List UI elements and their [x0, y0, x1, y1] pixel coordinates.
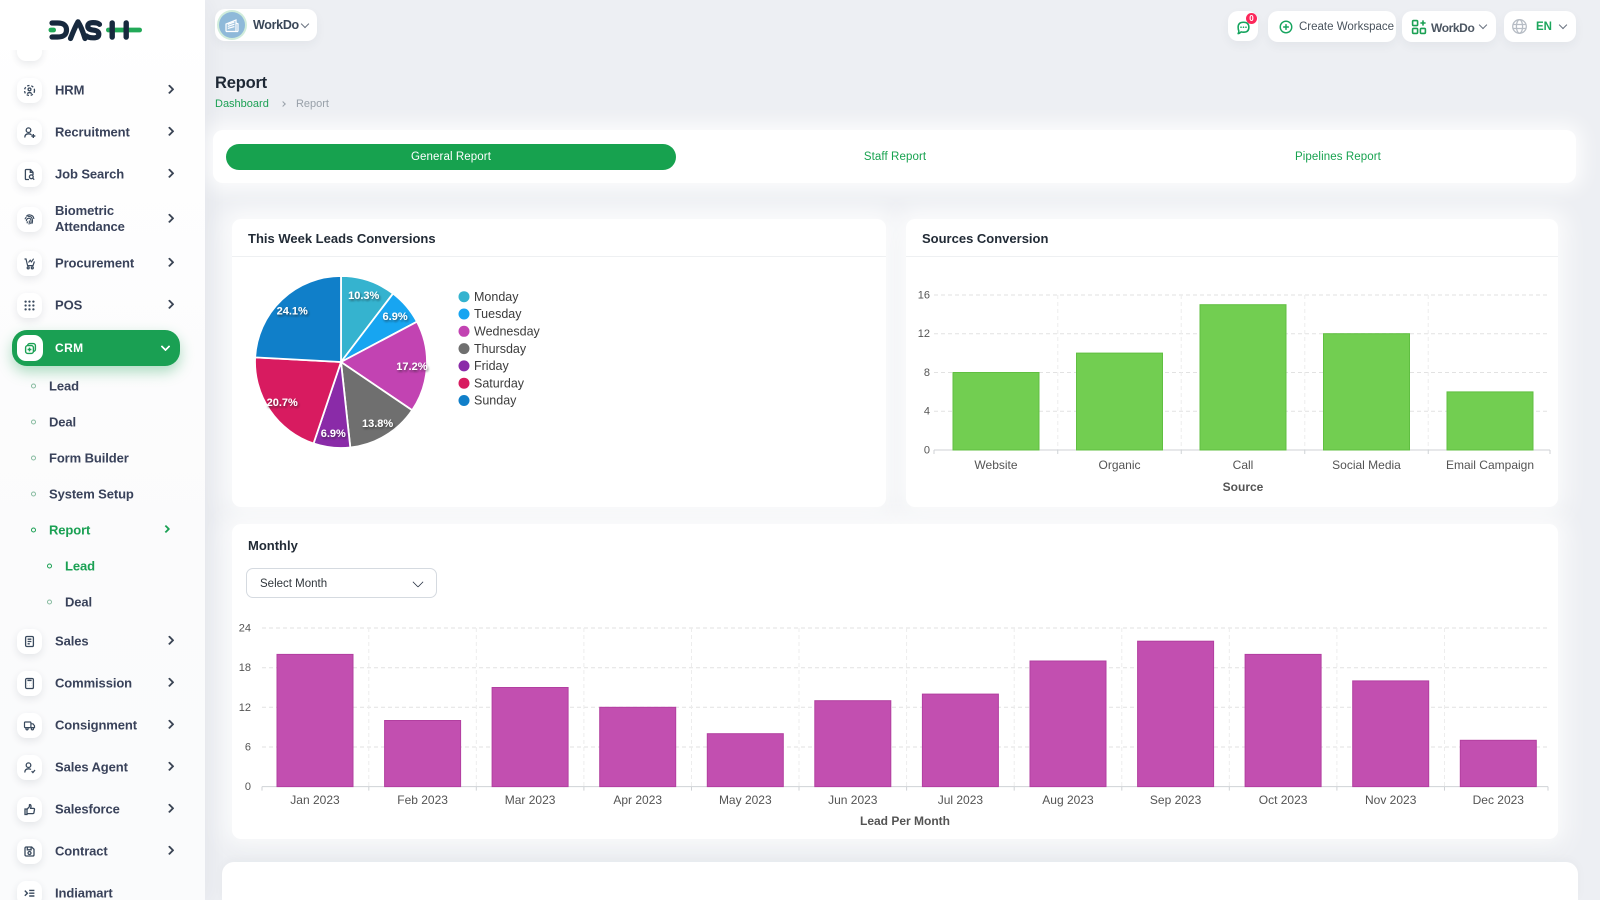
svg-text:Tuesday: Tuesday [474, 307, 522, 321]
svg-text:Lead Per Month: Lead Per Month [860, 814, 950, 828]
svg-text:24.1%: 24.1% [277, 306, 308, 318]
svg-text:6.9%: 6.9% [383, 311, 408, 323]
svg-text:Aug 2023: Aug 2023 [1042, 793, 1094, 807]
svg-text:10.3%: 10.3% [348, 290, 379, 302]
svg-text:20.7%: 20.7% [267, 397, 298, 409]
svg-text:16: 16 [918, 290, 930, 302]
svg-text:4: 4 [924, 406, 930, 418]
svg-text:Source: Source [1223, 480, 1264, 494]
svg-text:Jun 2023: Jun 2023 [828, 793, 878, 807]
svg-text:Apr 2023: Apr 2023 [613, 793, 662, 807]
svg-text:Jul 2023: Jul 2023 [938, 793, 984, 807]
svg-text:Sep 2023: Sep 2023 [1150, 793, 1202, 807]
svg-text:6.9%: 6.9% [321, 428, 346, 440]
svg-text:Dec 2023: Dec 2023 [1473, 793, 1525, 807]
svg-text:May 2023: May 2023 [719, 793, 772, 807]
svg-text:6: 6 [245, 742, 251, 754]
svg-text:0: 0 [924, 445, 930, 457]
svg-text:Social Media: Social Media [1332, 458, 1401, 472]
svg-text:Friday: Friday [474, 359, 509, 373]
svg-text:18: 18 [239, 662, 251, 674]
svg-text:Monday: Monday [474, 290, 519, 304]
svg-text:Oct 2023: Oct 2023 [1259, 793, 1308, 807]
svg-text:Call: Call [1233, 458, 1254, 472]
svg-text:24: 24 [239, 623, 251, 635]
svg-text:Organic: Organic [1098, 458, 1140, 472]
svg-text:13.8%: 13.8% [362, 418, 393, 430]
svg-text:12: 12 [918, 328, 930, 340]
svg-text:Nov 2023: Nov 2023 [1365, 793, 1417, 807]
svg-text:Mar 2023: Mar 2023 [505, 793, 556, 807]
svg-text:Sunday: Sunday [474, 394, 517, 408]
svg-text:Thursday: Thursday [474, 342, 527, 356]
svg-text:Jan 2023: Jan 2023 [290, 793, 340, 807]
svg-text:Feb 2023: Feb 2023 [397, 793, 448, 807]
svg-text:12: 12 [239, 702, 251, 714]
svg-text:Email Campaign: Email Campaign [1446, 458, 1534, 472]
svg-text:17.2%: 17.2% [396, 361, 427, 373]
svg-text:Saturday: Saturday [474, 376, 525, 390]
svg-text:Wednesday: Wednesday [474, 325, 541, 339]
svg-text:8: 8 [924, 367, 930, 379]
svg-text:Website: Website [974, 458, 1017, 472]
svg-text:0: 0 [245, 781, 251, 793]
